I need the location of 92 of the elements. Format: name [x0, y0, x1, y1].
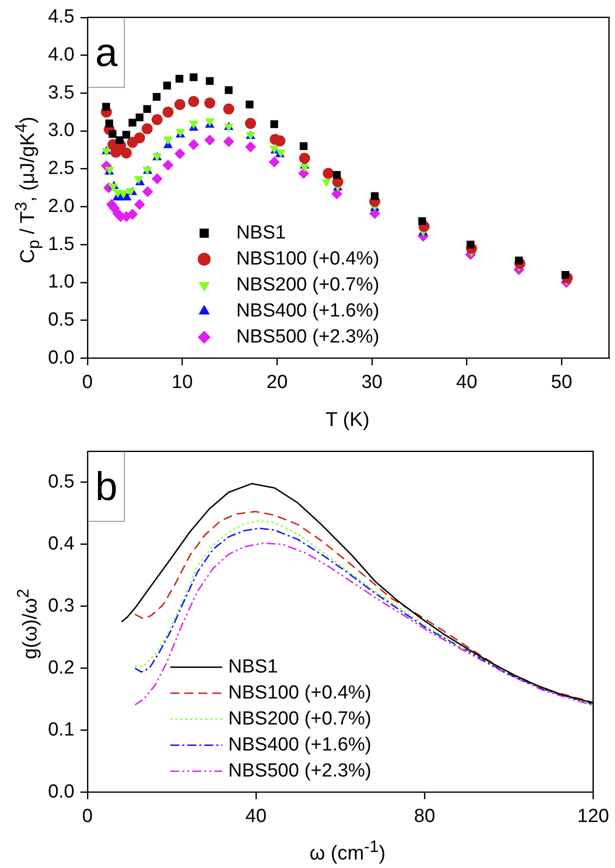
point — [122, 130, 130, 139]
x-tick-label: 120 — [577, 806, 609, 827]
legend-label: NBS500 (+2.3%) — [236, 326, 380, 348]
legend-label: NBS400 (+1.6%) — [236, 300, 380, 322]
x-axis-title: T (K) — [324, 409, 371, 431]
annotation: b — [95, 464, 118, 509]
y-tick-label: 1.5 — [48, 234, 74, 255]
legend-label: NBS200 (+0.7%) — [236, 274, 380, 296]
point — [322, 168, 334, 179]
y-tick-label: 0.5 — [48, 472, 74, 493]
y-tick-label: 0.0 — [48, 347, 74, 368]
y-tick-label: 0.0 — [48, 781, 74, 802]
x-tick-label: 20 — [266, 372, 288, 393]
y-tick-label: 1.0 — [48, 272, 74, 293]
y-tick-label: 0.5 — [48, 310, 74, 331]
point — [370, 192, 379, 200]
point — [108, 184, 118, 192]
y-tick-label: 4.5 — [48, 6, 74, 28]
y-tick-label: 2.5 — [48, 158, 74, 180]
point — [134, 198, 146, 210]
legend-label: NBS100 (+0.4%) — [228, 682, 372, 704]
point — [245, 118, 256, 129]
point — [204, 97, 216, 108]
y-tick-label: 2.0 — [48, 196, 74, 217]
point — [188, 96, 200, 107]
x-tick-label: 30 — [361, 372, 382, 393]
point — [102, 102, 110, 111]
point — [162, 106, 174, 118]
point — [223, 136, 234, 148]
y-tick-label: 0.2 — [48, 658, 74, 679]
point — [122, 192, 132, 200]
x-tick-label: 0 — [82, 806, 93, 827]
point — [152, 173, 163, 184]
point — [163, 82, 171, 90]
point — [163, 136, 173, 145]
y-tick-label: 3.0 — [48, 120, 74, 142]
point — [143, 105, 152, 113]
point — [300, 164, 310, 172]
point — [188, 139, 200, 150]
x-tick-label: 40 — [245, 806, 267, 827]
point — [223, 104, 234, 115]
point — [270, 120, 278, 128]
point — [300, 142, 308, 150]
y-tick-label: 4.0 — [48, 44, 74, 66]
point — [136, 113, 144, 122]
point — [298, 168, 310, 179]
x-tick-label: 10 — [172, 372, 193, 393]
legend-label: NBS1 — [228, 656, 278, 678]
point — [126, 208, 138, 220]
point — [190, 73, 198, 82]
point — [152, 93, 161, 101]
point — [142, 123, 153, 134]
x-tick-label: 80 — [414, 806, 436, 827]
point — [204, 134, 216, 146]
point — [246, 100, 254, 108]
x-tick-label: 0 — [82, 372, 93, 393]
point — [162, 160, 174, 171]
y-tick-label: 0.4 — [48, 534, 75, 555]
y-tick-label: 0.1 — [48, 719, 74, 740]
legend-label: NBS400 (+1.6%) — [228, 734, 372, 756]
y-tick-label: 0.3 — [48, 596, 74, 617]
point — [206, 77, 214, 85]
point — [174, 98, 186, 110]
point — [142, 186, 154, 198]
point — [105, 120, 114, 128]
point — [116, 136, 124, 144]
annotation: a — [95, 30, 118, 75]
point — [332, 171, 341, 179]
point — [322, 178, 332, 188]
point — [128, 118, 136, 127]
point — [134, 132, 146, 144]
point — [118, 190, 128, 199]
point — [299, 152, 310, 164]
x-tick-label: 50 — [551, 372, 572, 393]
y-tick-label: 3.5 — [48, 82, 74, 104]
point — [418, 217, 426, 226]
point — [176, 74, 184, 83]
point — [152, 114, 163, 126]
point — [224, 86, 233, 94]
point — [174, 148, 186, 160]
point — [561, 271, 570, 279]
point — [274, 135, 286, 146]
point — [245, 141, 256, 152]
legend-label: NBS1 — [236, 222, 286, 244]
point — [120, 147, 132, 158]
point — [466, 240, 474, 248]
legend-label: NBS100 (+0.4%) — [236, 248, 380, 270]
x-tick-label: 40 — [456, 372, 478, 393]
legend-label: NBS500 (+2.3%) — [228, 760, 372, 782]
legend-label: NBS200 (+0.7%) — [228, 708, 372, 730]
point — [268, 156, 280, 168]
x-axis-title: ω (cm$^{-1}$) — [308, 837, 386, 865]
